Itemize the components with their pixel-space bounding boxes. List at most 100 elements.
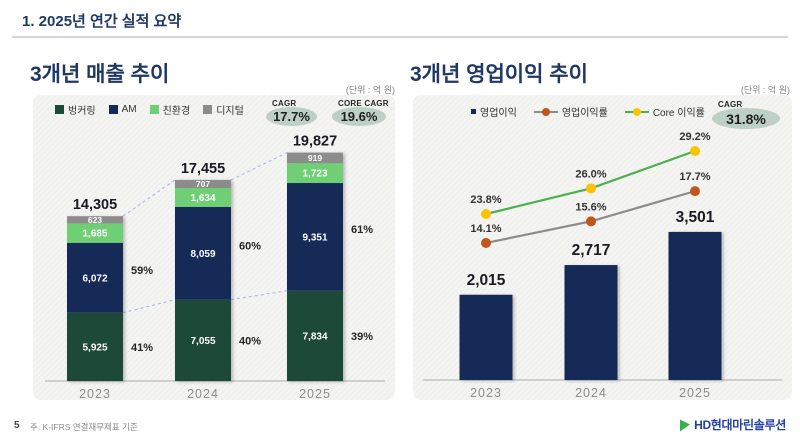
bar-2024 [564, 265, 618, 380]
share-label-upper: 61% [351, 224, 373, 236]
rate-point-label: 15.6% [575, 201, 606, 213]
stacked-bar-2025 [287, 152, 343, 381]
title-divider [12, 36, 788, 38]
cagr-badge-value: 17.7% [266, 107, 317, 126]
legend-line-marker-icon [533, 107, 558, 116]
legend-swatch-icon [471, 109, 476, 114]
legend-swatch-icon [108, 105, 118, 114]
legend-label: AM [121, 104, 137, 115]
rate-point-label: 14.1% [470, 223, 501, 235]
revenue-chart-title: 3개년 매출 추이 [30, 63, 170, 86]
legend-item-벙커링: 벙커링 [55, 102, 96, 117]
footer-note: 주. K-IFRS 연결재무제표 기준 [30, 422, 138, 432]
profit-cagr-badge-value: 31.8% [712, 108, 780, 129]
stacked-bar-2024 [175, 179, 231, 381]
core-cagr-badge-value: 19.6% [332, 107, 386, 126]
share-label-lower: 40% [239, 335, 261, 347]
bar-segment-친환경 [67, 223, 123, 243]
x-tick-label: 2025 [299, 387, 331, 400]
page-title: 1. 2025년 연간 실적 요약 [22, 13, 182, 30]
bar-total-label: 19,827 [293, 134, 337, 150]
legend-item-영업이익: 영업이익 [471, 104, 517, 119]
bar-segment-디지털 [175, 179, 231, 189]
dashed-connector-total [122, 179, 176, 217]
segment-value-label: 1,685 [82, 229, 107, 240]
legend-label: Core 이익률 [652, 108, 705, 119]
x-tick-label: 2025 [679, 386, 711, 400]
cagr-badge-label: CAGR [272, 99, 297, 108]
profit-legend: 영업이익 영업이익률 Core 이익률 [471, 104, 705, 119]
bar-segment-친환경 [287, 163, 343, 184]
segment-value-label: 6,072 [82, 273, 107, 284]
profit-chart-panel: 영업이익 영업이익률 Core 이익률 CAGR 31.8% 2,015 2023 2,… [413, 95, 792, 400]
bar-segment-벙커링 [175, 299, 231, 381]
share-label-upper: 59% [131, 265, 153, 277]
bar-total-label: 14,305 [73, 197, 117, 213]
bar-2025 [668, 231, 722, 380]
rate-marker-Core 이익률 [481, 209, 491, 219]
legend-label: 친환경 [162, 106, 191, 117]
x-tick-label: 2024 [575, 386, 607, 400]
segment-value-label: 9,351 [302, 232, 327, 243]
bar-value-label: 2,717 [572, 242, 611, 259]
bar-segment-친환경 [175, 188, 231, 207]
dashed-connector-boundary [122, 299, 176, 314]
legend-item-친환경: 친환경 [149, 102, 191, 117]
rate-marker-영업이익률 [586, 216, 596, 227]
rate-point-label: 26.0% [575, 168, 606, 180]
legend-dot [541, 107, 550, 116]
legend-item-디지털: 디지털 [203, 102, 244, 117]
legend-swatch-icon [149, 105, 159, 114]
segment-value-label: 7,834 [302, 331, 327, 342]
core-cagr-badge: CORE CAGR 19.6% [332, 99, 389, 126]
bar-segment-AM [67, 242, 123, 313]
revenue-chart-panel: 벙커링 AM 친환경 디지털 CAGR 17.7% CORE CAGR 19.6% 5… [33, 95, 395, 400]
bar-segment-디지털 [287, 152, 343, 164]
segment-value-label: 919 [308, 153, 322, 163]
share-label-upper: 60% [239, 240, 261, 252]
bar-total-label: 17,455 [181, 161, 225, 177]
bar-value-label: 3,501 [676, 209, 715, 226]
segment-value-label: 623 [88, 215, 102, 225]
legend-item-AM: AM [108, 104, 137, 115]
profit-cagr-badge-label: CAGR [718, 100, 743, 109]
x-tick-label: 2023 [79, 387, 111, 400]
segment-value-label: 5,925 [82, 342, 107, 353]
rate-marker-영업이익률 [690, 186, 700, 197]
legend-label: 영업이익률 [561, 108, 608, 119]
dashed-connector-total [230, 152, 288, 181]
legend-label: 벙커링 [68, 106, 96, 117]
profit-cagr-badge: CAGR 31.8% [712, 100, 780, 129]
core-cagr-badge-label: CORE CAGR [338, 99, 389, 108]
revenue-legend: 벙커링 AM 친환경 디지털 [55, 102, 244, 117]
segment-value-label: 7,055 [190, 336, 215, 347]
legend-dot [632, 107, 641, 116]
rate-marker-Core 이익률 [586, 183, 596, 194]
profit-bar [668, 231, 722, 380]
profit-bar-line-chart: 2,015 2023 2,717 2024 3,501 2025 14.1% 15.6% 17.… [423, 131, 782, 400]
rate-marker-영업이익률 [481, 237, 491, 248]
segment-value-label: 8,059 [190, 249, 215, 260]
revenue-stacked-bar-chart: 5,925 6,072 1,685 623 14,305 41% 59% 2023 7,055 8… [45, 134, 385, 400]
segment-value-label: 707 [196, 179, 210, 189]
share-label-lower: 41% [131, 342, 153, 354]
page-number: 5 [14, 420, 20, 431]
stacked-bar-2023 [67, 216, 123, 381]
bar-segment-벙커링 [67, 312, 123, 381]
bar-segment-AM [175, 206, 231, 300]
segment-value-label: 1,723 [302, 169, 327, 180]
rate-point-label: 29.2% [679, 131, 710, 143]
bar-segment-AM [287, 183, 343, 291]
profit-bar [564, 265, 618, 380]
company-logo: HD현대마린솔루션 [680, 416, 786, 433]
share-label-lower: 39% [351, 331, 373, 343]
legend-label: 영업이익 [480, 108, 517, 119]
bar-segment-디지털 [67, 216, 123, 224]
segment-value-label: 1,634 [190, 193, 215, 204]
profit-chart-title: 3개년 영업이익 추이 [410, 63, 588, 86]
bar-value-label: 2,015 [467, 272, 506, 289]
profit-unit-label: (단위 : 억 원) [740, 85, 790, 95]
legend-swatch-icon [203, 105, 213, 114]
legend-item-Core 이익률: Core 이익률 [624, 104, 705, 119]
